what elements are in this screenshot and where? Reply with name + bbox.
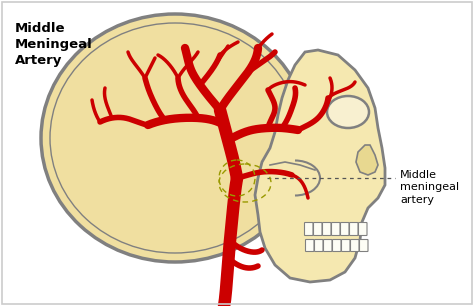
FancyBboxPatch shape xyxy=(331,222,340,236)
Polygon shape xyxy=(356,145,378,175)
FancyBboxPatch shape xyxy=(341,240,350,252)
FancyBboxPatch shape xyxy=(340,222,349,236)
FancyBboxPatch shape xyxy=(349,222,358,236)
FancyBboxPatch shape xyxy=(306,240,314,252)
FancyBboxPatch shape xyxy=(350,240,359,252)
FancyBboxPatch shape xyxy=(304,222,313,236)
FancyBboxPatch shape xyxy=(332,240,341,252)
FancyBboxPatch shape xyxy=(313,222,322,236)
Text: Middle
Meningeal
Artery: Middle Meningeal Artery xyxy=(15,22,93,67)
FancyBboxPatch shape xyxy=(315,240,323,252)
Text: Middle
meningeal
artery: Middle meningeal artery xyxy=(400,170,459,205)
FancyBboxPatch shape xyxy=(323,240,332,252)
FancyBboxPatch shape xyxy=(358,222,367,236)
Polygon shape xyxy=(255,50,385,282)
FancyBboxPatch shape xyxy=(359,240,368,252)
Ellipse shape xyxy=(41,14,309,262)
FancyBboxPatch shape xyxy=(322,222,331,236)
Ellipse shape xyxy=(327,96,369,128)
